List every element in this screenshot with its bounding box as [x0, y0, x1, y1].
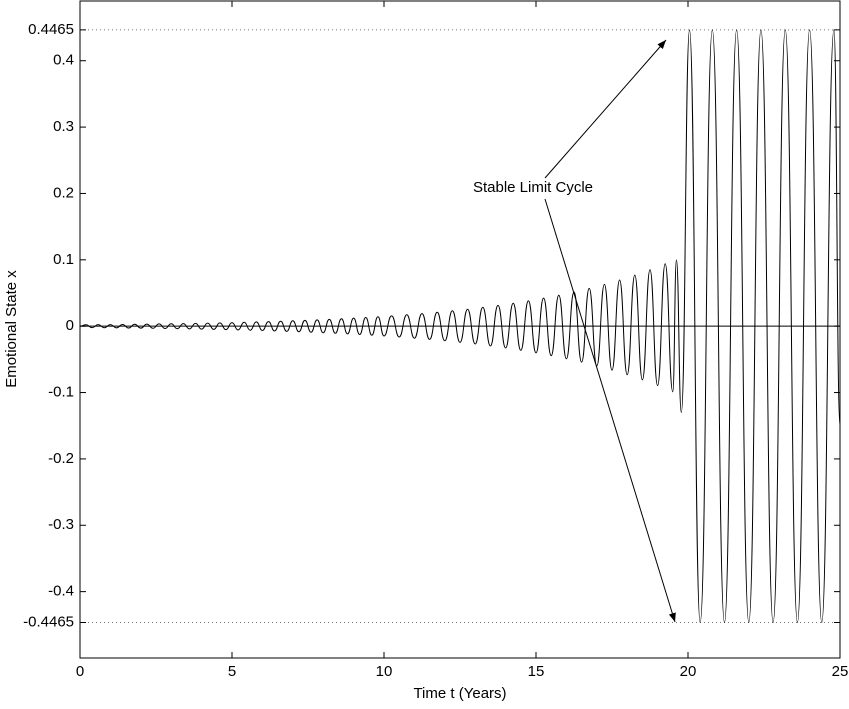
y-tick-label: -0.1 [48, 384, 74, 401]
y-tick-label: -0.2 [48, 450, 74, 467]
x-tick-label: 15 [528, 663, 545, 680]
y-tick-label: 0.2 [53, 184, 74, 201]
x-axis-label: Time t (Years) [413, 685, 506, 702]
x-tick-label: 5 [228, 663, 236, 680]
annotation: Stable Limit Cycle [473, 179, 593, 196]
annotation-arrow [544, 39, 667, 179]
y-tick-label: 0 [66, 317, 74, 334]
annotation-arrow [544, 198, 676, 623]
x-tick-label: 0 [76, 663, 84, 680]
x-tick-label: 25 [832, 663, 849, 680]
data-line [79, 29, 841, 623]
plot-frame [79, 0, 841, 659]
y-axis-label: Emotional State x [3, 270, 20, 388]
y-tick-label: 0.4 [53, 52, 74, 69]
y-tick-label: -0.4 [48, 583, 74, 600]
y-tick-label: -0.3 [48, 516, 74, 533]
y-tick-label: 0.4465 [28, 21, 74, 38]
y-tick-label: -0.4465 [23, 613, 74, 630]
x-tick-label: 10 [376, 663, 393, 680]
y-tick-label: 0.3 [53, 118, 74, 135]
y-tick-label: 0.1 [53, 251, 74, 268]
x-tick-label: 20 [680, 663, 697, 680]
